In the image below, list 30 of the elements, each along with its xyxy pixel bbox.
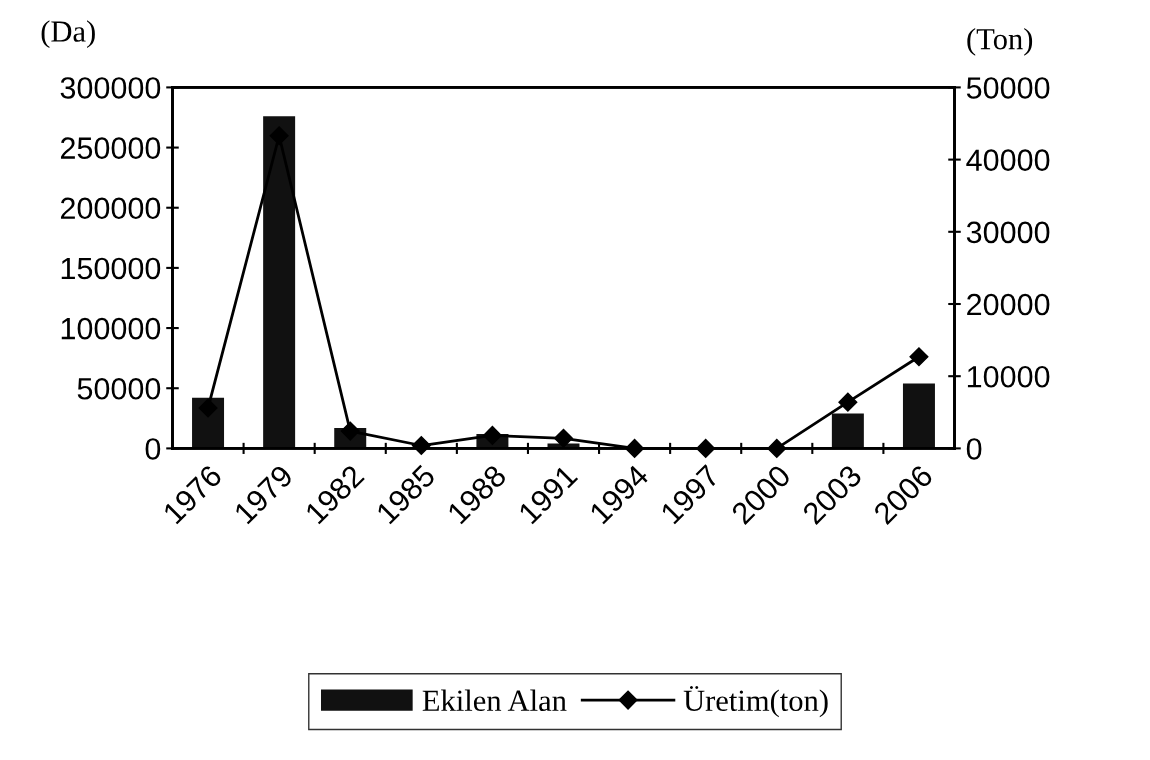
point [625,438,645,458]
y-tick-label: 0 [145,438,161,460]
point [838,392,858,412]
point [411,435,431,456]
point [340,421,360,441]
y2-tick-label: 20000 [967,293,1050,316]
point [198,398,218,418]
legend-label: Ekilen Alan [422,689,567,712]
point [696,438,716,458]
y-tick-label: 150000 [61,257,161,280]
y2-tick-label: 30000 [966,221,1050,244]
y-tick-label: 200000 [60,197,161,220]
point [482,425,502,445]
y2-axis-title: (Ton) [967,27,1033,56]
y-tick-label: 50000 [77,377,161,400]
y-tick-label: 300000 [60,77,161,99]
legend-label: Üretim(ton) [683,685,828,718]
point [553,428,574,448]
y-tick-label: 100000 [61,317,161,340]
bar [263,116,296,449]
y2-tick-label: 40000 [966,149,1050,171]
y2-tick-label: 10000 [967,365,1050,388]
y-axis-title: (Da) [41,20,95,49]
bar [831,413,864,449]
y-tick-label: 250000 [60,137,161,159]
point [767,438,787,458]
y2-tick-label: 0 [966,438,982,460]
point [909,347,929,367]
y2-tick-label: 50000 [966,77,1050,99]
bar [902,383,935,449]
